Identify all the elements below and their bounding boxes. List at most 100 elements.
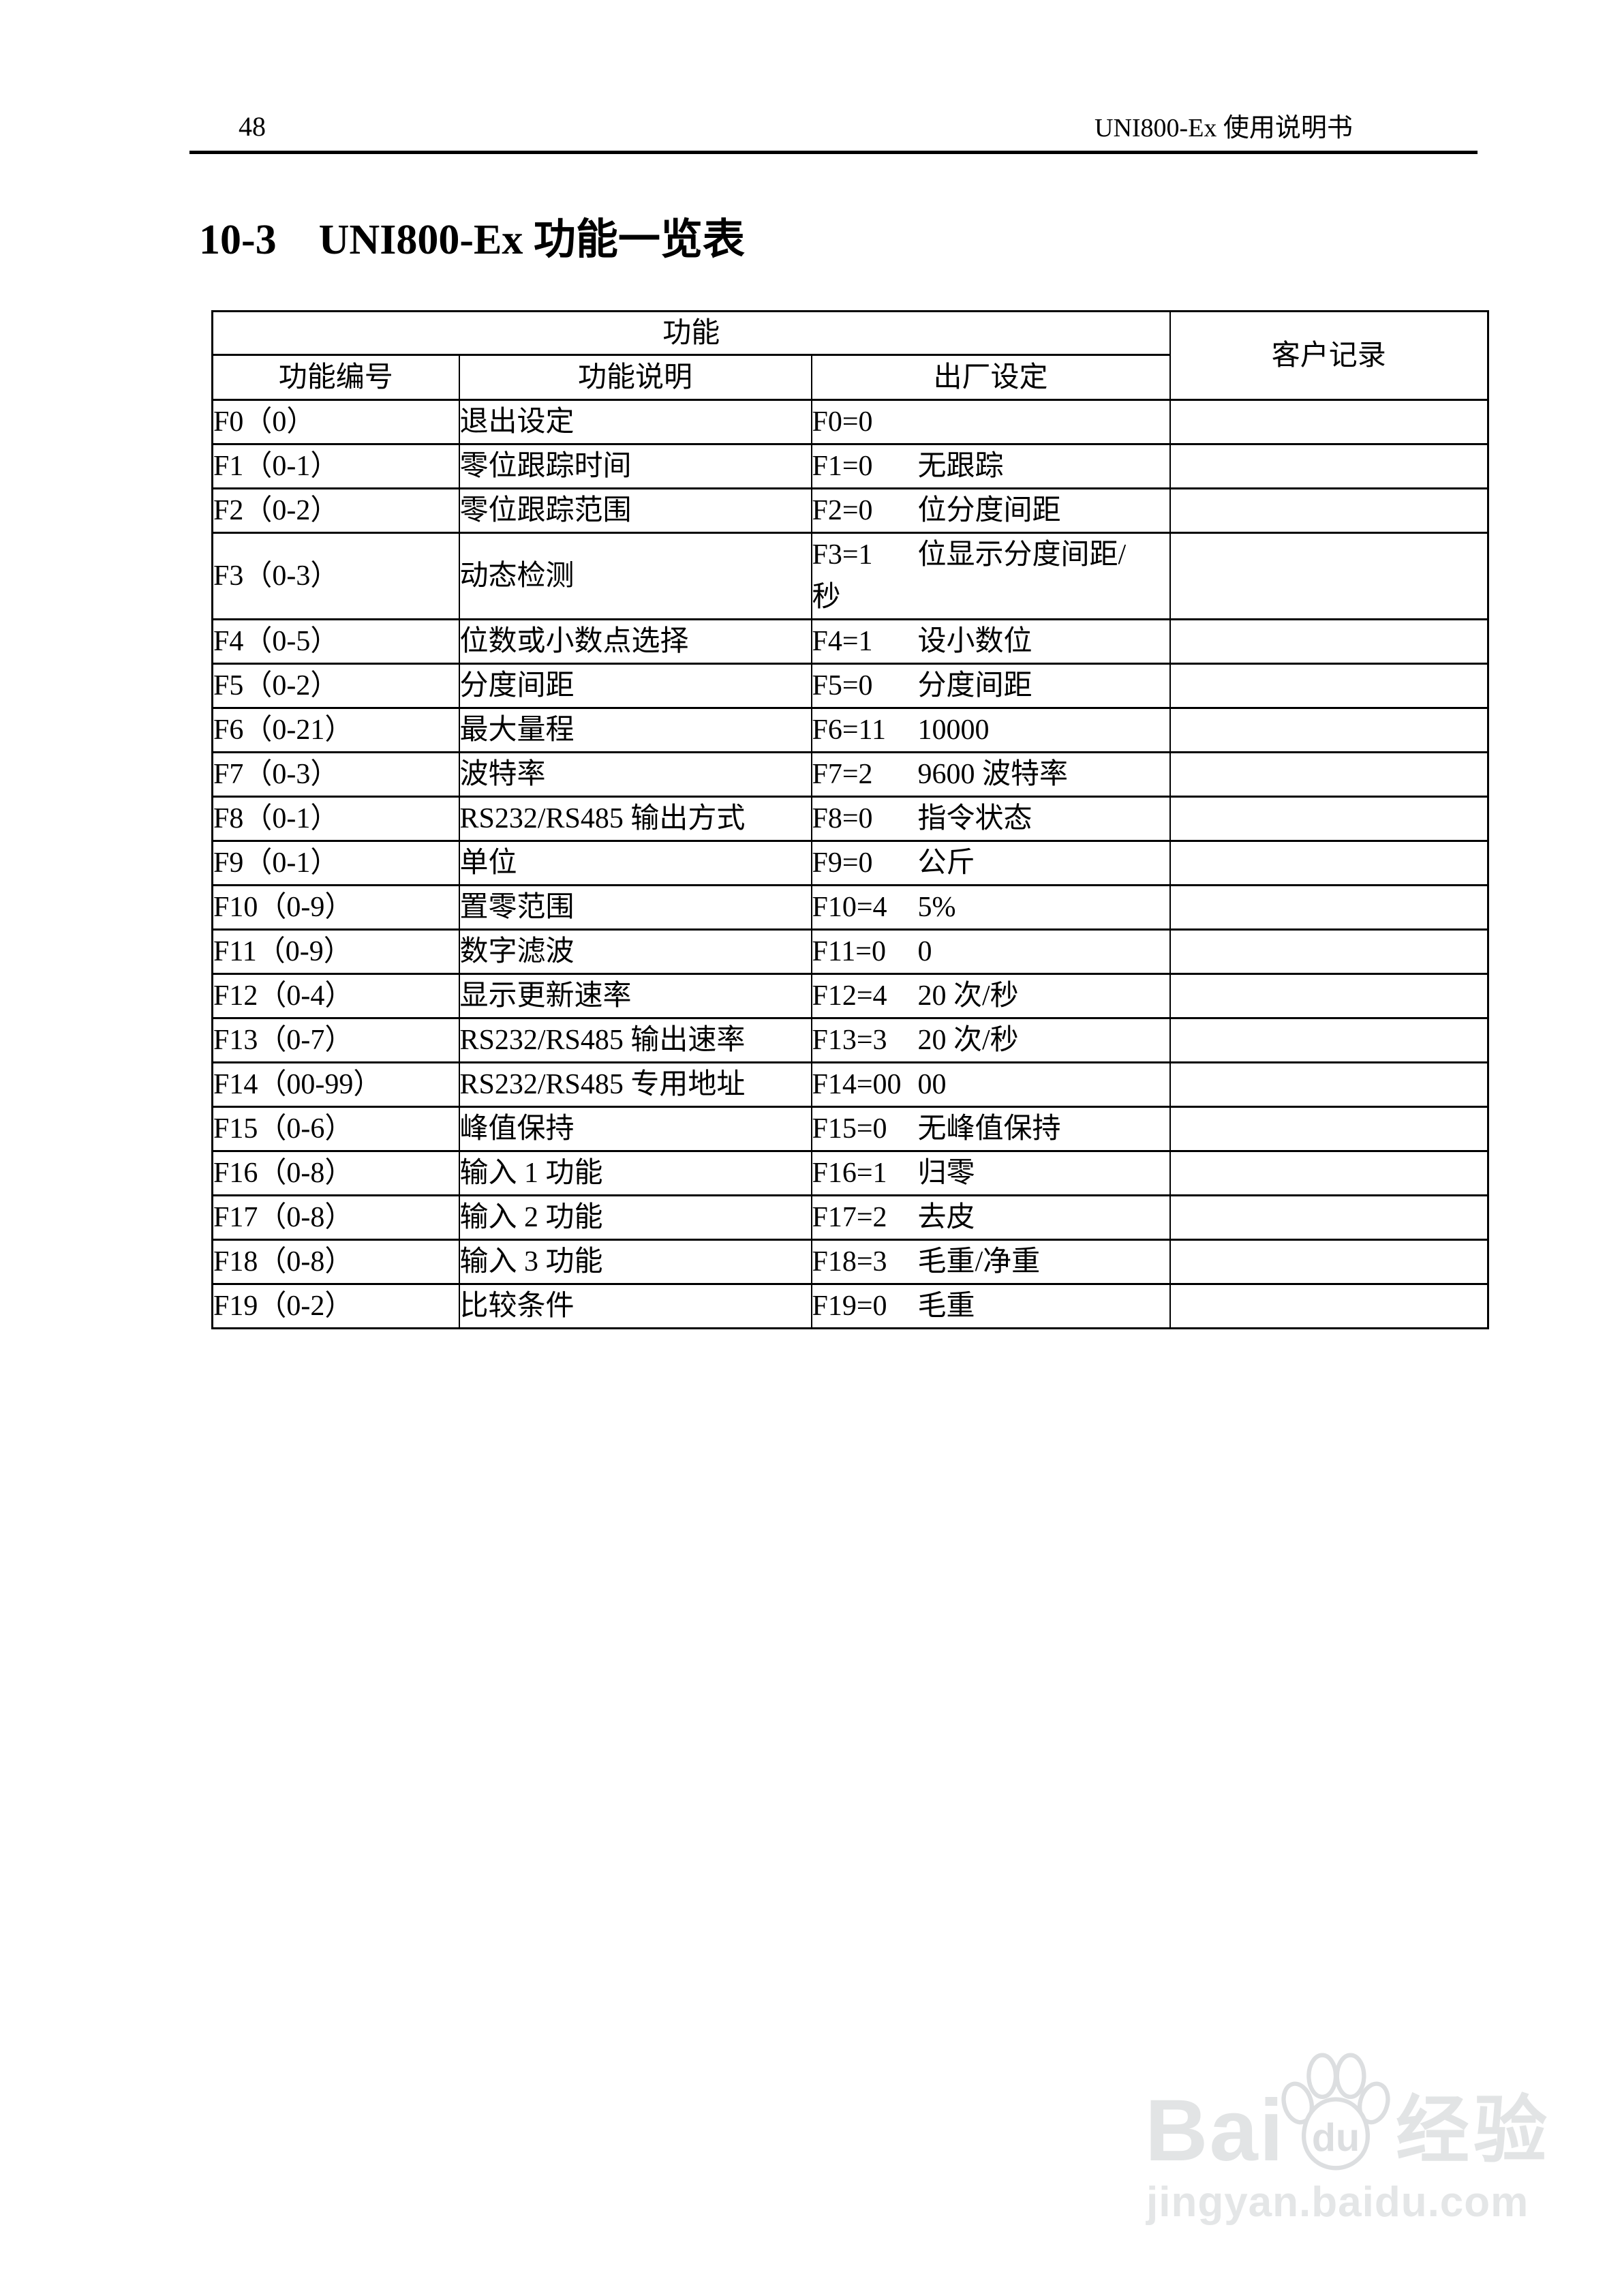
factory-setting-value: F3=1	[812, 539, 873, 571]
function-desc-cell: RS232/RS485 输出方式	[458, 796, 812, 842]
table-row: F19（0-2） 比较条件 F19=0 毛重	[211, 1283, 1489, 1329]
header-function-desc: 功能说明	[458, 354, 812, 401]
jingyan-wordmark: 经验	[1396, 2089, 1552, 2171]
factory-setting-value: F17=2	[812, 1202, 887, 1233]
function-code-cell: F9（0-1）	[211, 840, 460, 886]
function-desc-cell: 置零范围	[458, 884, 812, 931]
factory-setting-cell: F15=0 无峰值保持	[810, 1106, 1171, 1152]
function-desc-cell: 退出设定	[458, 399, 812, 445]
factory-setting-desc: 分度间距	[917, 670, 1032, 701]
function-code-cell: F4（0-5）	[211, 618, 460, 665]
function-desc-cell: 动态检测	[458, 532, 812, 620]
customer-record-cell	[1169, 399, 1489, 445]
customer-record-cell	[1169, 532, 1489, 620]
header-rule	[189, 151, 1478, 154]
factory-setting-cell: F16=1 归零	[810, 1150, 1171, 1196]
factory-setting-value: F9=0	[812, 847, 873, 879]
factory-setting-desc: 20 次/秒	[917, 980, 1019, 1012]
watermark-site-url: jingyan.baidu.com	[1146, 2179, 1529, 2226]
factory-setting-desc: 毛重	[917, 1290, 975, 1322]
function-desc-cell: 输入 3 功能	[458, 1239, 812, 1285]
customer-record-cell	[1169, 840, 1489, 886]
table-row: F1（0-1） 零位跟踪时间 F1=0 无跟踪	[211, 443, 1489, 489]
baidu-wordmark: Bai	[1145, 2082, 1285, 2179]
factory-setting-cell: F7=2 9600 波特率	[810, 751, 1171, 798]
factory-setting-desc: 0	[917, 936, 932, 967]
factory-setting-value: F13=3	[812, 1025, 887, 1056]
factory-setting-cell: F2=0 位分度间距	[810, 487, 1171, 534]
function-desc-cell: 输入 2 功能	[458, 1194, 812, 1241]
customer-record-cell	[1169, 487, 1489, 534]
function-code-cell: F12（0-4）	[211, 973, 460, 1019]
function-desc-cell: 比较条件	[458, 1283, 812, 1329]
section-number: 10-3	[199, 217, 277, 263]
factory-setting-value: F7=2	[812, 759, 873, 790]
factory-setting-cell: F0=0	[810, 399, 1171, 445]
customer-record-cell	[1169, 928, 1489, 975]
factory-setting-cell: F11=0 0	[810, 928, 1171, 975]
factory-setting-cell: F3=1 位显示分度间距/秒	[810, 532, 1171, 620]
table-header-row-1: 功能 客户记录	[211, 310, 1489, 401]
function-code-cell: F7（0-3）	[211, 751, 460, 798]
factory-setting-desc: 9600 波特率	[917, 759, 1069, 790]
function-desc-cell: 位数或小数点选择	[458, 618, 812, 665]
factory-setting-value: F4=1	[812, 626, 873, 657]
factory-setting-cell: F13=3 20 次/秒	[810, 1017, 1171, 1063]
factory-setting-desc: 无跟踪	[917, 451, 1004, 482]
factory-setting-desc: 设小数位	[917, 626, 1032, 657]
factory-setting-desc: 位分度间距	[917, 495, 1061, 526]
header-function-group: 功能	[211, 310, 1171, 356]
table-row: F16（0-8） 输入 1 功能 F16=1 归零	[211, 1150, 1489, 1196]
function-code-cell: F0（0）	[211, 399, 460, 445]
factory-setting-desc: 毛重/净重	[917, 1246, 1041, 1278]
factory-setting-value: F6=11	[812, 714, 886, 746]
factory-setting-value: F15=0	[812, 1113, 887, 1145]
factory-setting-cell: F8=0 指令状态	[810, 796, 1171, 842]
factory-setting-value: F12=4	[812, 980, 887, 1012]
factory-setting-cell: F18=3 毛重/净重	[810, 1239, 1171, 1285]
customer-record-cell	[1169, 1283, 1489, 1329]
customer-record-cell	[1169, 1239, 1489, 1285]
function-desc-cell: 输入 1 功能	[458, 1150, 812, 1196]
customer-record-cell	[1169, 796, 1489, 842]
table-row: F10（0-9） 置零范围 F10=4 5%	[211, 884, 1489, 931]
table-row: F6（0-21） 最大量程 F6=11 10000	[211, 707, 1489, 753]
factory-setting-desc: 00	[917, 1069, 947, 1100]
factory-setting-value: F1=0	[812, 451, 873, 482]
customer-record-cell	[1169, 1194, 1489, 1241]
table-row: F18（0-8） 输入 3 功能 F18=3 毛重/净重	[211, 1239, 1489, 1285]
factory-setting-cell: F6=11 10000	[810, 707, 1171, 753]
header-customer-record: 客户记录	[1169, 310, 1489, 401]
customer-record-cell	[1169, 1061, 1489, 1108]
watermark: Bai du 经验 jingyan.baidu.com	[1138, 2038, 1574, 2243]
factory-setting-value: F2=0	[812, 495, 873, 526]
customer-record-cell	[1169, 663, 1489, 709]
factory-setting-cell: F14=00 00	[810, 1061, 1171, 1108]
factory-setting-value: F5=0	[812, 670, 873, 701]
function-desc-cell: 零位跟踪范围	[458, 487, 812, 534]
factory-setting-value: F14=00	[812, 1069, 902, 1100]
function-code-cell: F8（0-1）	[211, 796, 460, 842]
table-row: F11（0-9） 数字滤波 F11=0 0	[211, 928, 1489, 975]
factory-setting-cell: F5=0 分度间距	[810, 663, 1171, 709]
function-code-cell: F2（0-2）	[211, 487, 460, 534]
header-factory-setting: 出厂设定	[810, 354, 1171, 401]
factory-setting-desc: 去皮	[917, 1202, 975, 1233]
function-code-cell: F3（0-3）	[211, 532, 460, 620]
function-desc-cell: 最大量程	[458, 707, 812, 753]
table-row: F3（0-3） 动态检测 F3=1 位显示分度间距/秒	[211, 532, 1489, 620]
factory-setting-cell: F19=0 毛重	[810, 1283, 1171, 1329]
table-row: F12（0-4） 显示更新速率 F12=4 20 次/秒	[211, 973, 1489, 1019]
customer-record-cell	[1169, 1106, 1489, 1152]
customer-record-cell	[1169, 443, 1489, 489]
function-code-cell: F14（00-99）	[211, 1061, 460, 1108]
factory-setting-desc: 归零	[917, 1158, 975, 1189]
page-number: 48	[239, 111, 266, 142]
customer-record-cell	[1169, 1017, 1489, 1063]
function-desc-cell: 数字滤波	[458, 928, 812, 975]
factory-setting-value: F0=0	[812, 406, 873, 438]
factory-setting-desc: 公斤	[917, 847, 975, 879]
function-code-cell: F16（0-8）	[211, 1150, 460, 1196]
function-code-cell: F19（0-2）	[211, 1283, 460, 1329]
function-code-cell: F6（0-21）	[211, 707, 460, 753]
